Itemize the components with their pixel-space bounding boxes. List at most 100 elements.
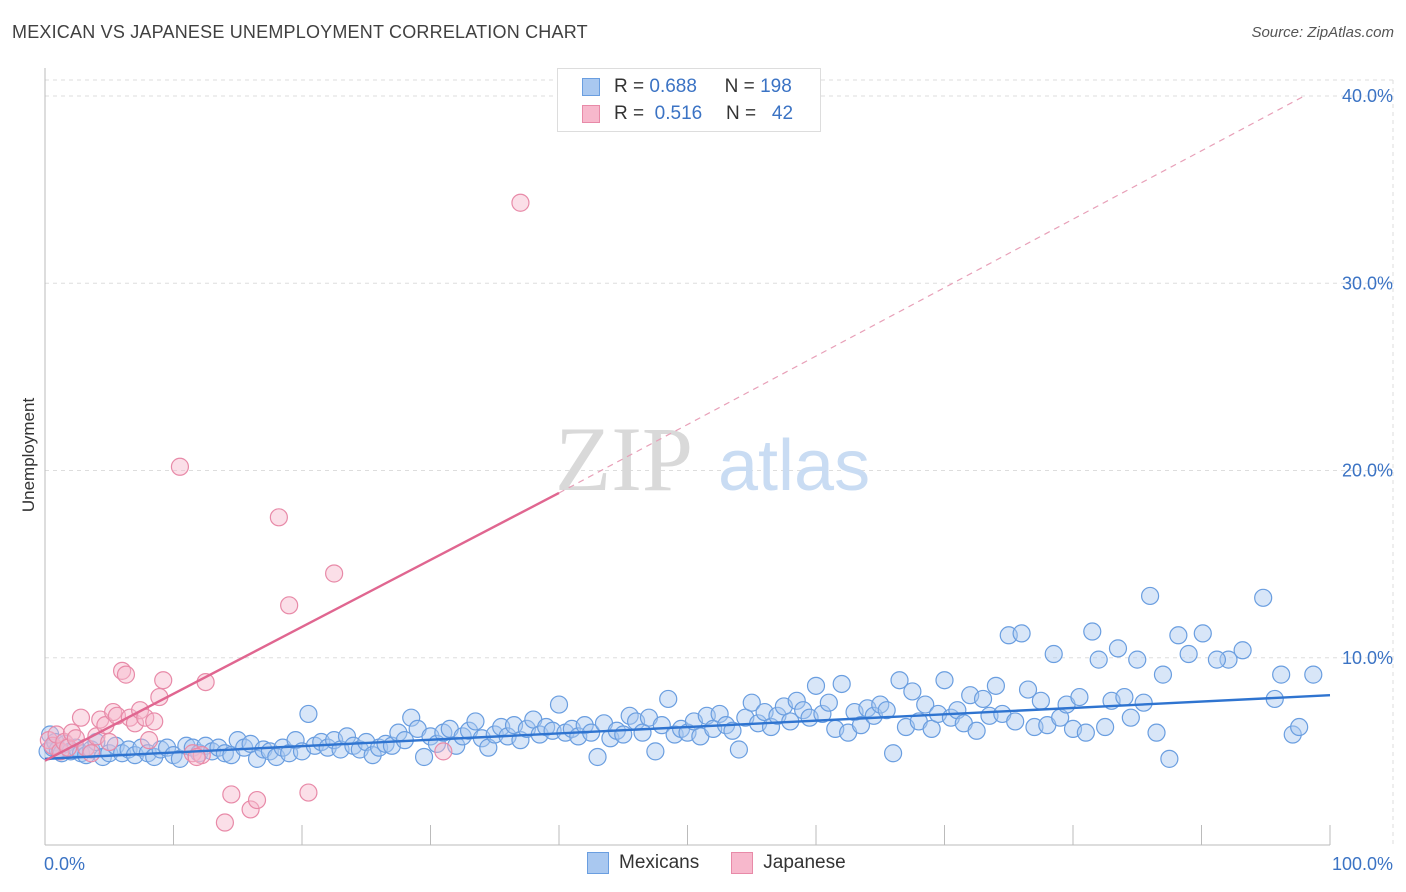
mexicans-point — [1153, 665, 1173, 684]
chart-source: Source: ZipAtlas.com — [1251, 24, 1394, 41]
legend-r-value: 0.516 — [654, 103, 703, 124]
mexicans-point — [1193, 624, 1212, 643]
legend-r-label: R = — [614, 76, 645, 97]
mexicans-point — [710, 704, 729, 724]
mexicans-point — [935, 671, 954, 690]
y-axis-label: Unemployment — [19, 398, 38, 513]
legend-r-value: 0.688 — [649, 76, 697, 97]
mexicans-point — [729, 740, 749, 759]
mexicans-point — [402, 708, 421, 727]
legend-row-japanese: R = 0.516 N = 42 — [582, 102, 793, 126]
japanese-point — [299, 783, 318, 802]
mexicans-point — [903, 682, 922, 701]
mexicans-point — [723, 721, 742, 740]
mexicans-point — [1233, 641, 1252, 660]
y-tick-label: 20.0% — [1342, 461, 1393, 481]
mexicans-point — [1012, 624, 1031, 643]
mexicans-point — [1083, 622, 1102, 641]
japanese-point — [170, 457, 190, 476]
mexicans-point — [1134, 693, 1153, 712]
japanese-points — [39, 193, 530, 832]
mexicans-point — [1089, 650, 1108, 669]
mexicans-point — [806, 676, 826, 695]
mexicans-point — [1254, 588, 1273, 607]
japanese-trend-line — [44, 491, 560, 762]
mexicans-point — [819, 693, 838, 712]
series-swatch-mexicans — [587, 852, 609, 874]
mexicans-point — [479, 738, 498, 757]
japanese-point — [325, 564, 344, 583]
legend-n-label: N = — [724, 76, 755, 97]
japanese-point — [116, 665, 136, 684]
mexicans-point — [883, 744, 903, 763]
mexicans-point — [1140, 586, 1160, 606]
japanese-point — [247, 790, 267, 810]
mexicans-point — [1031, 691, 1050, 710]
japanese-point — [154, 671, 173, 690]
japanese-point — [145, 712, 164, 731]
mexicans-point — [549, 695, 569, 714]
series-legend-mexicans: Mexicans — [587, 852, 699, 874]
mexicans-point — [967, 721, 986, 740]
mexicans-point — [1128, 650, 1147, 669]
mexicans-point — [286, 731, 305, 750]
japanese-point — [511, 193, 530, 212]
x-tick-label: 100.0% — [1332, 854, 1393, 874]
mexicans-point — [1283, 725, 1302, 744]
trend-lines — [44, 95, 1331, 762]
japanese-point — [434, 742, 453, 761]
axes — [44, 68, 1331, 846]
mexicans-point — [1006, 712, 1025, 731]
legend-n-value: 42 — [771, 103, 794, 124]
mexicans-point — [1207, 650, 1227, 669]
mexicans-point — [363, 746, 382, 765]
mexicans-point — [466, 712, 485, 731]
mexicans-point — [1115, 687, 1134, 707]
mexicans-point — [1108, 639, 1128, 658]
mexicans-point — [1044, 644, 1063, 664]
japanese-point — [71, 708, 91, 727]
mexicans-point — [916, 695, 935, 714]
mexicans-point — [1076, 723, 1095, 742]
series-swatch-japanese — [731, 852, 754, 874]
japanese-point — [139, 731, 159, 750]
japanese-point — [241, 800, 260, 819]
mexicans-point — [1160, 749, 1179, 768]
mexicans-point — [742, 693, 761, 712]
mexicans-point — [588, 747, 607, 767]
series-label-japanese: Japanese — [763, 852, 846, 873]
mexicans-point — [787, 691, 806, 710]
mexicans-point — [877, 701, 896, 720]
y-tick-label: 10.0% — [1342, 648, 1393, 668]
japanese-point — [100, 732, 119, 752]
japanese-point — [82, 744, 101, 763]
mexicans-point — [1018, 680, 1038, 699]
mexicans-point — [575, 716, 594, 735]
chart-title: MEXICAN VS JAPANESE UNEMPLOYMENT CORRELA… — [12, 22, 588, 42]
series-legend: Mexicans Japanese — [587, 852, 878, 874]
mexicans-point — [1272, 665, 1291, 684]
mexicans-point — [973, 689, 993, 709]
x-tick-label: 0.0% — [44, 854, 85, 874]
legend-n-value: 198 — [760, 76, 792, 97]
legend-swatch-mexicans — [582, 78, 600, 96]
japanese-point — [269, 508, 288, 527]
mexicans-point — [922, 719, 941, 739]
series-label-mexicans: Mexicans — [619, 852, 700, 873]
mexicans-point — [376, 734, 395, 753]
stats-legend: R = 0.688 N = 198 R = 0.516 N = 42 — [557, 68, 821, 132]
mexicans-point — [1070, 687, 1089, 707]
mexicans-point — [1304, 665, 1323, 684]
mexicans-point — [1147, 723, 1166, 742]
legend-r-label: R = — [614, 103, 645, 124]
japanese-point — [47, 725, 66, 744]
watermark: ZIP atlas — [555, 408, 870, 510]
mexicans-point — [414, 747, 434, 767]
legend-row-mexicans: R = 0.688 N = 198 — [582, 75, 792, 99]
japanese-point — [222, 785, 241, 804]
mexicans-point — [299, 704, 318, 724]
mexicans-trend-line — [44, 694, 1331, 761]
y-tick-label: 30.0% — [1342, 273, 1393, 293]
mexicans-point — [1290, 717, 1309, 737]
